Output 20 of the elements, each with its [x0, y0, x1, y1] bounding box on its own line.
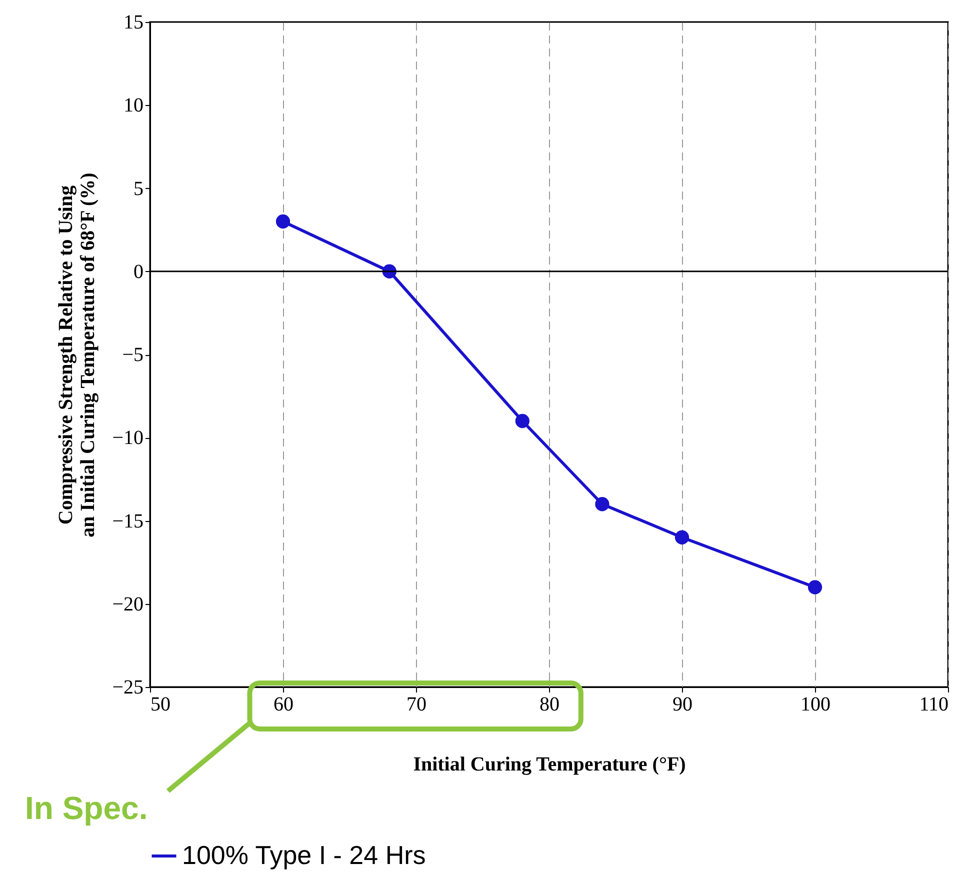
y-axis-title: Compressive Strength Relative to Using an Initial Curing Temperature of 68°F (%)	[55, 172, 100, 538]
y-tick-label: −10	[112, 427, 144, 450]
y-tick-label: 5	[134, 178, 144, 200]
x-tick-label: 110	[919, 694, 948, 716]
x-tick-label: 100	[800, 694, 830, 716]
x-tick-label: 80	[540, 694, 560, 716]
x-tick-label: 50	[150, 694, 170, 716]
y-tick-label: −5	[122, 344, 144, 366]
text: In Spec.	[25, 790, 148, 826]
x-tick-label: 90	[672, 694, 692, 716]
y-tick-label: −15	[112, 510, 144, 532]
y-tick-label: −25	[112, 676, 144, 698]
y-tick-label: 15	[124, 12, 144, 34]
x-tick-label: 60	[274, 694, 294, 716]
y-tick-label: 10	[124, 94, 144, 117]
legend-label: 100% Type I - 24 Hrs	[182, 840, 426, 870]
y-tick-label: −20	[112, 593, 144, 616]
y-tick-label: 0	[134, 260, 144, 283]
x-tick-label: 70	[406, 694, 426, 716]
x-axis-title: Initial Curing Temperature (°F)	[413, 754, 686, 776]
